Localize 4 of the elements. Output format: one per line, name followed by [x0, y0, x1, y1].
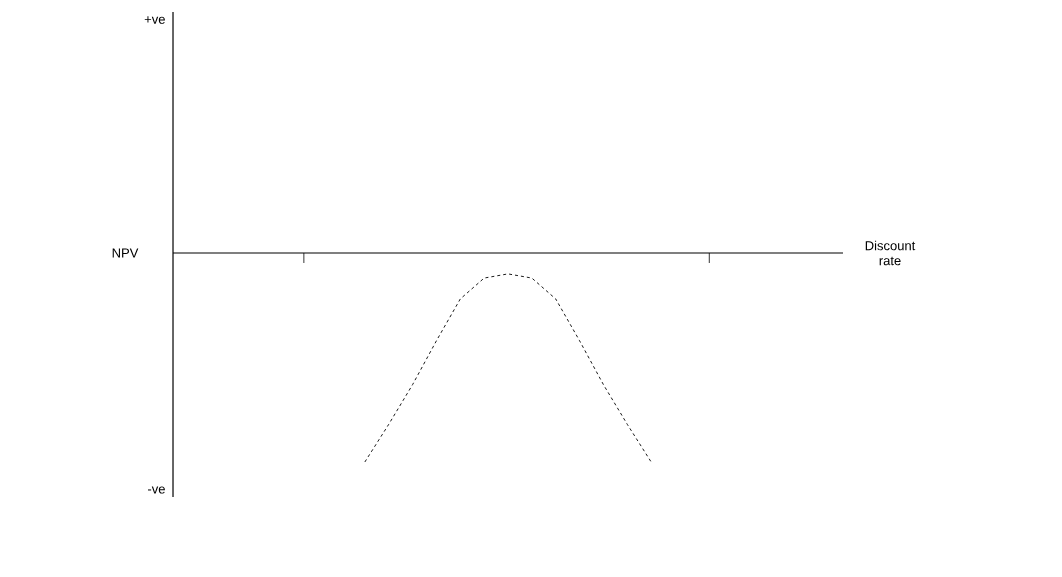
text: NPV — [112, 248, 139, 258]
text: -ve — [148, 486, 165, 494]
text: Discount rate — [865, 240, 916, 266]
text: +ve — [144, 16, 165, 24]
